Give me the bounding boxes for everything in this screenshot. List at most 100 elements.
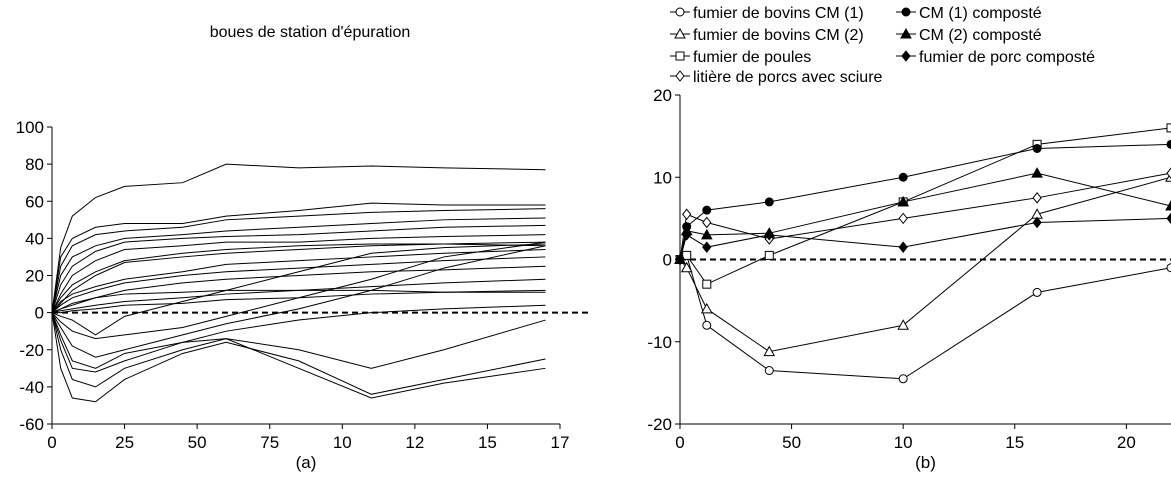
data-point (1166, 139, 1171, 149)
x-tick-label: 75 (260, 433, 279, 452)
data-point (898, 374, 908, 384)
data-point (764, 250, 774, 260)
series-line (51, 278, 546, 314)
y-tick-label: 40 (25, 229, 44, 248)
x-tick-label: 50 (188, 433, 207, 452)
legend-entry: fumier de bovins CM (2) (670, 27, 864, 44)
x-tick-label: 50 (782, 433, 801, 452)
y-tick-label: -20 (647, 415, 672, 434)
data-point (700, 228, 713, 240)
series-line (679, 172, 1171, 260)
data-point (764, 197, 774, 207)
x-tick-label: 20 (1117, 433, 1136, 452)
y-tick-label: -60 (19, 415, 44, 434)
y-tick-label: 0 (35, 304, 44, 323)
legend-marker (675, 7, 685, 17)
series-line (51, 241, 546, 313)
data-point (682, 250, 692, 260)
series-line (51, 312, 546, 399)
data-point (1166, 212, 1171, 225)
series-line (51, 289, 546, 314)
data-point (700, 302, 713, 314)
legend-label: fumier de poules (693, 49, 811, 66)
data-point (897, 319, 910, 330)
y-tick-label: 20 (653, 86, 672, 105)
data-point (1032, 143, 1042, 153)
series-line (679, 254, 1171, 380)
legend-marker (900, 27, 912, 39)
x-tick-label: 0 (47, 433, 56, 452)
data-point (1166, 123, 1171, 133)
data-point (675, 253, 685, 266)
legend-marker (674, 27, 686, 39)
y-tick-label: -20 (19, 341, 44, 360)
series-line (51, 234, 546, 313)
y-tick-label: 0 (663, 251, 672, 270)
data-point (702, 279, 712, 289)
legend-label: CM (1) composté (919, 5, 1042, 22)
data-point (702, 320, 712, 330)
x-tick-label: 12 (405, 433, 424, 452)
series-line (679, 143, 1171, 260)
series-line (51, 249, 546, 313)
y-tick-label: 10 (653, 168, 672, 187)
data-point (702, 241, 712, 253)
data-point (702, 205, 712, 215)
legend-entry: CM (2) composté (896, 27, 1042, 44)
y-tick-label: 100 (16, 118, 44, 137)
legend-label: fumier de porc composté (919, 49, 1095, 66)
data-point (1166, 263, 1171, 273)
series-line (679, 127, 1171, 285)
y-tick-label: -10 (647, 333, 672, 352)
chart-title: boues de station d'épuration (210, 24, 411, 41)
legend-entry: fumier de bovins CM (1) (670, 5, 864, 22)
legend-label: fumier de bovins CM (2) (693, 27, 864, 44)
data-point (1032, 287, 1042, 297)
x-tick-label: 15 (1005, 433, 1024, 452)
x-tick-label: 17 (551, 433, 570, 452)
data-point (680, 261, 693, 273)
y-tick-label: -40 (19, 378, 44, 397)
series-line (51, 312, 546, 403)
legend-label: fumier de bovins CM (1) (693, 5, 864, 22)
legend-entry: CM (1) composté (896, 5, 1042, 22)
data-point (898, 172, 908, 182)
data-point (702, 216, 712, 229)
data-point (764, 229, 774, 241)
x-tick-label: 15 (478, 433, 497, 452)
x-tick-label: 0 (675, 433, 684, 452)
x-tick-label: 10 (333, 433, 352, 452)
series-line (51, 202, 546, 313)
series-line (51, 245, 546, 358)
chart-subtitle: (a) (296, 453, 317, 472)
data-point (1165, 200, 1171, 211)
data-point (682, 208, 692, 221)
series-line (679, 217, 1171, 260)
legend-entry: fumier de poules (670, 49, 811, 66)
chart-subtitle: (b) (915, 453, 936, 472)
data-point (764, 366, 774, 376)
series-line (51, 208, 546, 313)
x-tick-label: 10 (894, 433, 913, 452)
series-line (679, 176, 1171, 353)
data-point (1032, 192, 1042, 204)
y-tick-label: 60 (25, 192, 44, 211)
data-point (763, 345, 776, 357)
legend-marker (675, 70, 685, 82)
series-line (51, 304, 546, 369)
legend-entry: fumier de porc composté (896, 49, 1095, 66)
series-line (679, 172, 1171, 260)
data-point (1032, 216, 1042, 229)
series-line (51, 224, 546, 313)
data-point (898, 212, 908, 225)
series-line (51, 243, 546, 313)
legend-marker (901, 7, 911, 17)
data-point (1031, 167, 1043, 178)
data-point (897, 195, 910, 207)
legend-marker (675, 51, 685, 61)
series-line (51, 265, 546, 314)
series-line (51, 163, 546, 313)
data-point (898, 241, 908, 253)
